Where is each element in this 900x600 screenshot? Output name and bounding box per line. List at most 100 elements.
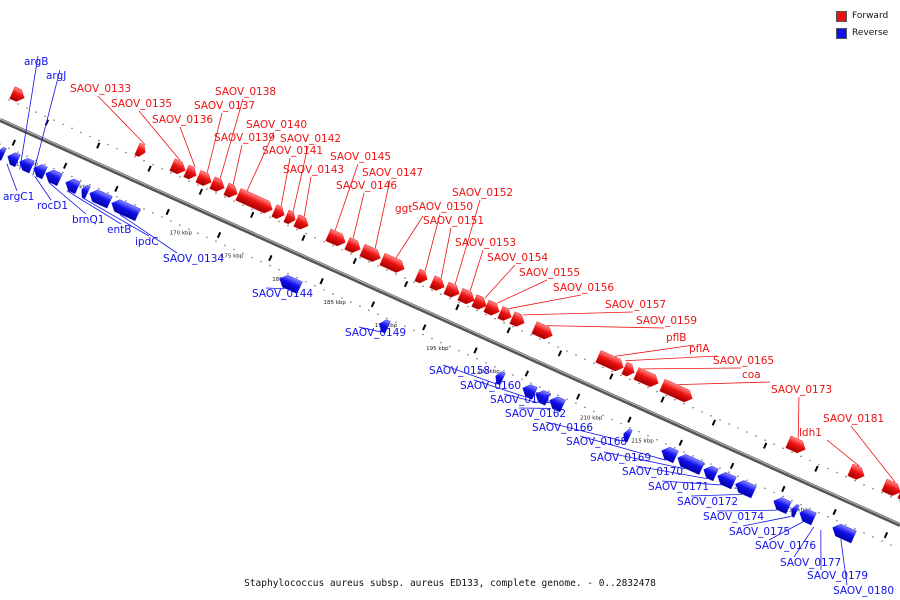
reverse-gene-arrow[interactable] <box>0 146 7 161</box>
reverse-gene-label[interactable]: SAOV_0144 <box>252 288 313 300</box>
reverse-gene-arrow[interactable] <box>493 370 506 386</box>
reverse-gene-arrow[interactable] <box>377 318 391 334</box>
reverse-gene-label[interactable]: SAOV_0180 <box>833 585 894 597</box>
reverse-gene-label[interactable]: SAOV_0161 <box>490 394 551 406</box>
reverse-gene-arrow[interactable] <box>621 428 633 443</box>
forward-gene-arrow[interactable] <box>195 170 214 188</box>
reverse-gene-label[interactable]: SAOV_0179 <box>807 570 868 582</box>
reverse-gene-arrow[interactable] <box>733 478 757 499</box>
forward-gene-label[interactable]: SAOV_0136 <box>152 114 213 126</box>
forward-gene-label[interactable]: SAOV_0138 <box>215 86 276 98</box>
forward-gene-arrow[interactable] <box>443 281 462 300</box>
reverse-gene-arrow[interactable] <box>79 184 91 199</box>
reverse-gene-arrow[interactable] <box>43 168 63 186</box>
reverse-gene-arrow[interactable] <box>701 464 719 482</box>
forward-gene-arrow[interactable] <box>457 288 477 306</box>
reverse-gene-arrow[interactable] <box>771 495 792 514</box>
forward-gene-arrow[interactable] <box>497 306 514 323</box>
forward-gene-label[interactable]: SAOV_0153 <box>455 237 516 249</box>
reverse-gene-label[interactable]: SAOV_0172 <box>677 496 738 508</box>
forward-gene-arrow[interactable] <box>293 214 311 232</box>
forward-gene-arrow[interactable] <box>183 164 199 181</box>
reverse-gene-label[interactable]: argB <box>24 56 48 68</box>
reverse-gene-label[interactable]: SAOV_0168 <box>566 436 627 448</box>
reverse-gene-arrow[interactable] <box>17 156 35 174</box>
reverse-gene-arrow[interactable] <box>31 162 48 180</box>
reverse-gene-arrow[interactable] <box>659 445 679 464</box>
forward-gene-arrow[interactable] <box>595 350 626 373</box>
reverse-gene-arrow[interactable] <box>547 394 566 413</box>
forward-gene-label[interactable]: SAOV_0159 <box>636 315 697 327</box>
reverse-gene-label[interactable]: SAOV_0162 <box>505 408 566 420</box>
reverse-gene-arrow[interactable] <box>715 470 737 490</box>
forward-gene-label[interactable]: SAOV_0181 <box>823 413 884 425</box>
forward-gene-arrow[interactable] <box>271 204 287 221</box>
reverse-gene-label[interactable]: entB <box>107 224 131 236</box>
forward-gene-arrow[interactable] <box>9 86 27 104</box>
forward-gene-label[interactable]: SAOV_0154 <box>487 252 548 264</box>
forward-gene-arrow[interactable] <box>379 252 407 275</box>
forward-gene-label[interactable]: SAOV_0147 <box>362 167 423 179</box>
forward-gene-arrow[interactable] <box>169 158 188 177</box>
reverse-gene-arrow[interactable] <box>797 507 817 526</box>
forward-gene-arrow[interactable] <box>785 435 808 456</box>
forward-gene-label[interactable]: SAOV_0155 <box>519 267 580 279</box>
forward-gene-label[interactable]: SAOV_0151 <box>423 215 484 227</box>
reverse-gene-arrow[interactable] <box>789 503 800 518</box>
forward-gene-arrow[interactable] <box>847 463 867 482</box>
forward-gene-arrow[interactable] <box>134 142 148 158</box>
forward-gene-arrow[interactable] <box>325 228 348 249</box>
forward-gene-arrow[interactable] <box>897 486 900 503</box>
forward-gene-label[interactable]: SAOV_0139 <box>214 132 275 144</box>
reverse-gene-label[interactable]: argJ <box>46 70 66 82</box>
forward-gene-arrow[interactable] <box>531 321 555 342</box>
forward-gene-arrow[interactable] <box>209 176 227 194</box>
forward-gene-label[interactable]: SAOV_0157 <box>605 299 666 311</box>
reverse-gene-label[interactable]: SAOV_0149 <box>345 327 406 339</box>
reverse-gene-arrow[interactable] <box>63 177 81 195</box>
forward-gene-label[interactable]: ggt <box>395 203 412 215</box>
reverse-gene-label[interactable]: SAOV_0177 <box>780 557 841 569</box>
forward-gene-arrow[interactable] <box>621 361 637 378</box>
forward-gene-arrow[interactable] <box>471 294 489 312</box>
forward-gene-label[interactable]: SAOV_0173 <box>771 384 832 396</box>
reverse-gene-arrow[interactable] <box>520 382 538 400</box>
reverse-gene-label[interactable]: rocD1 <box>37 200 68 212</box>
reverse-gene-arrow[interactable] <box>830 522 857 544</box>
forward-gene-arrow[interactable] <box>235 188 275 215</box>
reverse-gene-label[interactable]: SAOV_0160 <box>460 380 521 392</box>
reverse-gene-label[interactable]: SAOV_0175 <box>729 526 790 538</box>
forward-gene-label[interactable]: SAOV_0146 <box>336 180 397 192</box>
reverse-gene-label[interactable]: brnQ1 <box>72 214 104 226</box>
forward-gene-arrow[interactable] <box>659 378 695 404</box>
forward-gene-label[interactable]: coa <box>742 369 761 381</box>
reverse-gene-label[interactable]: ipdC <box>135 236 159 248</box>
forward-gene-label[interactable]: SAOV_0156 <box>553 282 614 294</box>
reverse-gene-label[interactable]: SAOV_0176 <box>755 540 816 552</box>
forward-gene-label[interactable]: SAOV_0145 <box>330 151 391 163</box>
forward-gene-arrow[interactable] <box>429 275 447 293</box>
reverse-gene-arrow[interactable] <box>533 388 551 406</box>
forward-gene-label[interactable]: SAOV_0135 <box>111 98 172 110</box>
reverse-gene-label[interactable]: SAOV_0134 <box>163 253 224 265</box>
reverse-gene-arrow[interactable] <box>109 197 141 222</box>
forward-gene-label[interactable]: SAOV_0133 <box>70 83 131 95</box>
forward-gene-arrow[interactable] <box>283 209 298 226</box>
forward-gene-arrow[interactable] <box>633 367 661 390</box>
forward-gene-arrow[interactable] <box>344 237 363 255</box>
forward-gene-arrow[interactable] <box>359 243 383 264</box>
forward-gene-label[interactable]: SAOV_0152 <box>452 187 513 199</box>
forward-gene-label[interactable]: SAOV_0140 <box>246 119 307 131</box>
forward-gene-label[interactable]: SAOV_0141 <box>262 145 323 157</box>
forward-gene-label[interactable]: SAOV_0165 <box>713 355 774 367</box>
reverse-gene-arrow[interactable] <box>5 150 21 168</box>
reverse-gene-label[interactable]: argC1 <box>3 191 34 203</box>
forward-gene-label[interactable]: SAOV_0137 <box>194 100 255 112</box>
reverse-gene-arrow[interactable] <box>277 273 303 294</box>
forward-gene-label[interactable]: pflB <box>666 332 686 344</box>
forward-gene-label[interactable]: SAOV_0143 <box>283 164 344 176</box>
forward-gene-arrow[interactable] <box>483 299 502 318</box>
forward-gene-label[interactable]: ldh1 <box>799 427 822 439</box>
forward-gene-arrow[interactable] <box>509 311 527 329</box>
forward-gene-arrow[interactable] <box>223 182 240 200</box>
